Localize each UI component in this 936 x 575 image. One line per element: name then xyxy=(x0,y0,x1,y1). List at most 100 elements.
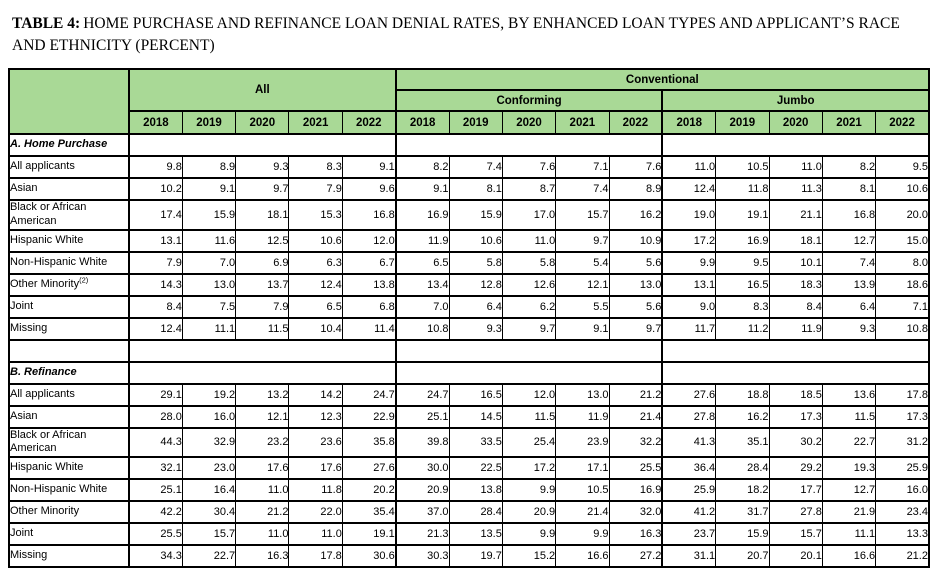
year-header: 2021 xyxy=(821,110,877,135)
table-row: All applicants 29.1 19.2 13.2 14.2 24.7 24.7 16… xyxy=(8,382,930,407)
group-header-row-2: Conforming Jumbo xyxy=(9,89,930,112)
value-cell: 19.2 xyxy=(181,382,237,407)
value-cell: 16.5 xyxy=(715,272,770,297)
value-cell: 24.7 xyxy=(341,382,397,407)
row-label: Missing xyxy=(8,544,130,568)
value-cell: 42.2 xyxy=(127,500,183,524)
value-cell: 7.6 xyxy=(501,155,557,179)
value-cell: 32.2 xyxy=(608,426,663,458)
value-cell: 9.5 xyxy=(875,155,930,179)
value-cell: 9.7 xyxy=(235,177,290,201)
value-cell: 25.4 xyxy=(501,426,557,458)
value-cell: 28.0 xyxy=(127,404,183,429)
value-cell: 11.7 xyxy=(661,316,717,341)
value-cell: 23.0 xyxy=(181,456,237,480)
section-spacer-cell xyxy=(394,360,663,385)
year-header: 2022 xyxy=(341,110,397,135)
value-cell: 6.4 xyxy=(821,294,877,319)
value-cell: 41.2 xyxy=(661,500,717,524)
value-cell: 10.6 xyxy=(288,228,343,253)
footnote-marker: (2) xyxy=(79,274,89,284)
value-cell: 30.4 xyxy=(181,500,237,524)
row-label: Non-Hispanic White xyxy=(8,250,130,275)
value-cell: 17.2 xyxy=(661,228,717,253)
value-cell: 17.6 xyxy=(235,456,290,480)
value-cell: 10.5 xyxy=(555,478,610,502)
row-label: Asian xyxy=(8,404,130,429)
value-cell: 31.7 xyxy=(715,500,770,524)
value-cell: 22.7 xyxy=(821,426,877,458)
value-cell: 8.3 xyxy=(288,155,343,179)
value-cell: 16.4 xyxy=(181,478,237,502)
value-cell: 19.0 xyxy=(661,199,717,231)
value-cell: 12.0 xyxy=(501,382,557,407)
value-cell: 16.6 xyxy=(821,544,877,568)
value-cell: 22.5 xyxy=(448,456,503,480)
value-cell: 11.0 xyxy=(288,522,343,546)
value-cell: 6.9 xyxy=(235,250,290,275)
section-spacer-cell xyxy=(661,133,930,157)
value-cell: 32.1 xyxy=(127,456,183,480)
value-cell: 12.8 xyxy=(448,272,503,297)
value-cell: 11.1 xyxy=(181,316,237,341)
value-cell: 20.0 xyxy=(875,199,930,231)
value-cell: 23.2 xyxy=(235,426,290,458)
value-cell: 16.2 xyxy=(715,404,770,429)
row-label: Joint xyxy=(8,294,130,319)
value-cell: 10.1 xyxy=(768,250,823,275)
value-cell: 18.6 xyxy=(875,272,930,297)
year-header: 2019 xyxy=(181,110,237,135)
table-row: Joint 8.4 7.5 7.9 6.5 6.8 7.0 6.4 6.2 5.5 5.6 9.0 8.… xyxy=(8,294,930,319)
value-cell: 24.7 xyxy=(394,382,450,407)
value-cell: 17.0 xyxy=(501,199,557,231)
value-cell: 21.1 xyxy=(768,199,823,231)
value-cell: 8.9 xyxy=(181,155,237,179)
value-cell: 18.1 xyxy=(768,228,823,253)
value-cell: 12.7 xyxy=(821,478,877,502)
value-cell: 6.2 xyxy=(501,294,557,319)
value-cell: 10.8 xyxy=(394,316,450,341)
table-row: Black or African American 17.4 15.9 18.1 15.… xyxy=(8,199,930,231)
table-row: Hispanic White 32.1 23.0 17.6 17.6 27.6 30.0 22… xyxy=(8,456,930,480)
col-group-conventional: Conventional xyxy=(394,68,930,91)
value-cell: 7.4 xyxy=(821,250,877,275)
value-cell: 15.7 xyxy=(768,522,823,546)
year-header: 2020 xyxy=(768,110,823,135)
value-cell: 9.7 xyxy=(501,316,557,341)
value-cell: 11.0 xyxy=(235,478,290,502)
value-cell: 11.8 xyxy=(288,478,343,502)
value-cell: 13.3 xyxy=(875,522,930,546)
value-cell: 25.1 xyxy=(127,478,183,502)
separator-cell xyxy=(128,338,397,363)
value-cell: 16.9 xyxy=(394,199,450,231)
value-cell: 30.0 xyxy=(394,456,450,480)
value-cell: 9.5 xyxy=(715,250,770,275)
value-cell: 20.9 xyxy=(501,500,557,524)
value-cell: 18.1 xyxy=(235,199,290,231)
value-cell: 7.1 xyxy=(555,155,610,179)
value-cell: 7.0 xyxy=(394,294,450,319)
value-cell: 23.9 xyxy=(555,426,610,458)
value-cell: 6.8 xyxy=(341,294,397,319)
value-cell: 44.3 xyxy=(127,426,183,458)
value-cell: 27.6 xyxy=(341,456,397,480)
row-label: Asian xyxy=(8,177,130,201)
value-cell: 17.4 xyxy=(127,199,183,231)
value-cell: 16.9 xyxy=(608,478,663,502)
value-cell: 15.9 xyxy=(448,199,503,231)
year-header: 2021 xyxy=(555,110,610,135)
row-label: Hispanic White xyxy=(8,456,130,480)
value-cell: 11.0 xyxy=(661,155,717,179)
value-cell: 9.1 xyxy=(555,316,610,341)
value-cell: 30.2 xyxy=(768,426,823,458)
separator-cell xyxy=(8,338,130,363)
value-cell: 34.3 xyxy=(127,544,183,568)
year-header: 2018 xyxy=(394,110,450,135)
value-cell: 13.7 xyxy=(235,272,290,297)
value-cell: 14.3 xyxy=(127,272,183,297)
value-cell: 9.3 xyxy=(448,316,503,341)
value-cell: 31.1 xyxy=(661,544,717,568)
value-cell: 13.8 xyxy=(341,272,397,297)
value-cell: 39.8 xyxy=(394,426,450,458)
value-cell: 13.6 xyxy=(821,382,877,407)
